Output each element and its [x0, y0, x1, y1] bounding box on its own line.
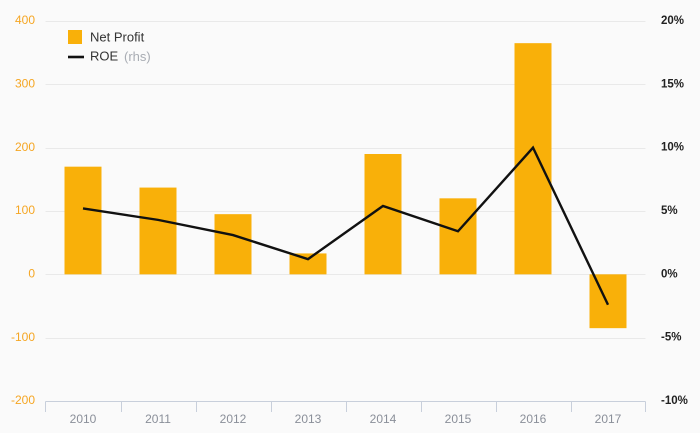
bar-2016	[514, 43, 552, 275]
chart-legend[interactable]: Net Profit ROE (rhs)	[68, 29, 151, 64]
left-tick-100: 100	[15, 203, 35, 217]
left-tick-0: 0	[28, 267, 35, 281]
bar-2011	[139, 187, 177, 275]
axis-lines	[45, 401, 646, 412]
legend-label-roe: ROE	[90, 48, 119, 63]
roe-line-path	[82, 145, 610, 306]
x-tick-2012: 2012	[220, 412, 247, 426]
bar-2012	[214, 214, 252, 275]
bar-2013	[289, 253, 327, 275]
left-axis-tick-labels: 400 300 200 100 0 -100 -200	[11, 13, 35, 407]
left-tick--200: -200	[11, 393, 35, 407]
left-tick--100: -100	[11, 330, 35, 344]
bar-2017	[589, 274, 627, 329]
left-tick-400: 400	[15, 13, 35, 27]
bar-2010	[64, 166, 102, 275]
x-tick-2011: 2011	[145, 412, 171, 426]
x-tick-2010: 2010	[70, 412, 97, 426]
line-series-roe	[82, 145, 610, 306]
right-tick-20%: 20%	[661, 15, 684, 27]
right-tick-15%: 15%	[661, 78, 684, 90]
left-tick-300: 300	[15, 77, 35, 91]
bar-2015	[439, 198, 477, 275]
right-axis-tick-labels: 20% 15% 10% 5% 0% -5% -10%	[661, 15, 688, 407]
right-tick-0%: 0%	[661, 268, 678, 280]
left-tick-200: 200	[15, 140, 35, 154]
x-tick-2013: 2013	[295, 412, 322, 426]
x-tick-2014: 2014	[370, 412, 397, 426]
x-tick-2015: 2015	[445, 412, 472, 426]
right-tick--10%: -10%	[661, 395, 688, 407]
bar-series-net-profit	[64, 43, 627, 329]
x-tick-2017: 2017	[595, 412, 622, 426]
legend-label-roe-suffix: (rhs)	[124, 49, 151, 64]
right-tick--5%: -5%	[661, 332, 681, 344]
x-axis-tick-labels: 2010 2011 2012 2013 2014 2015 2016 2017	[70, 412, 622, 426]
right-tick-5%: 5%	[661, 205, 678, 217]
legend-label-net-profit: Net Profit	[90, 29, 145, 44]
x-tick-2016: 2016	[520, 412, 547, 426]
right-tick-10%: 10%	[661, 142, 684, 154]
legend-swatch-net-profit	[68, 30, 82, 44]
